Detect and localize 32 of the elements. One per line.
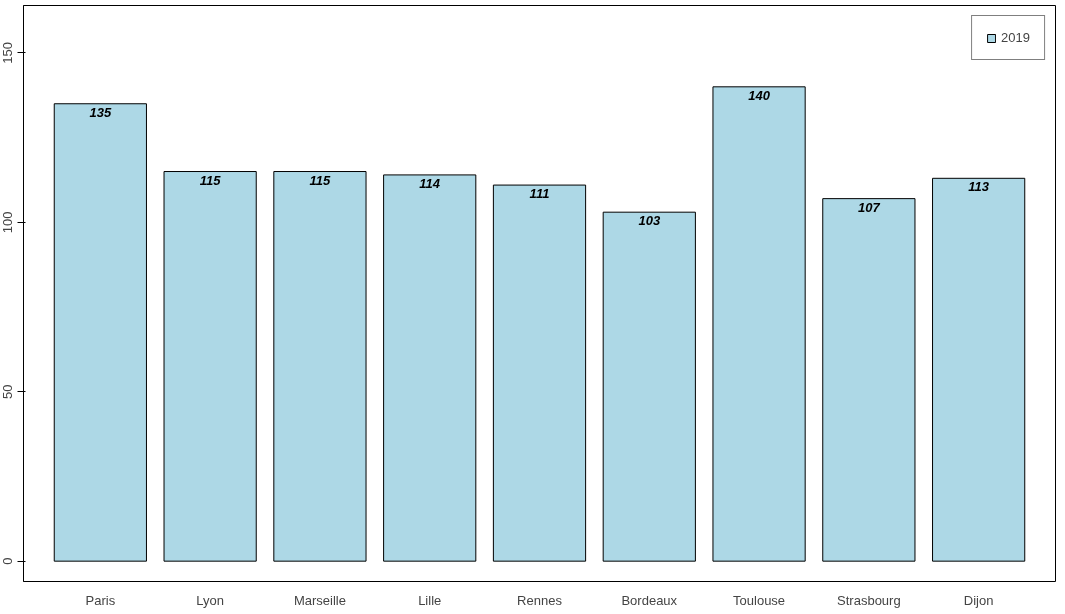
bar [383, 174, 477, 562]
x-tick-label: Toulouse [733, 592, 786, 608]
x-tick-label: Strasbourg [837, 592, 901, 608]
y-tick-label: 150 [0, 42, 16, 64]
data-label: 103 [638, 213, 661, 229]
data-label: 111 [529, 186, 550, 202]
y-tick-label: 100 [0, 211, 16, 234]
x-tick-label: Lille [418, 592, 442, 608]
data-label: 107 [858, 199, 881, 215]
x-tick-label: Lyon [196, 592, 224, 608]
bar [273, 171, 367, 562]
bar [492, 184, 587, 562]
bar [163, 171, 257, 562]
data-label: 115 [199, 172, 222, 188]
bar [822, 198, 916, 562]
bar [932, 177, 1026, 562]
x-tick-label: Rennes [517, 592, 563, 608]
x-tick-label: Bordeaux [621, 592, 678, 608]
legend-label: 2019 [1001, 30, 1030, 45]
data-label: 140 [748, 87, 771, 103]
y-tick-label: 0 [0, 557, 16, 565]
x-tick-label: Dijon [963, 592, 994, 608]
bar [712, 86, 806, 562]
data-label: 114 [419, 175, 441, 191]
x-tick-label: Marseille [293, 592, 346, 608]
data-label: 113 [968, 179, 990, 195]
data-label: 135 [89, 104, 112, 120]
bar [53, 103, 147, 562]
bar [602, 211, 696, 562]
y-tick-label: 50 [0, 384, 16, 399]
x-tick-label: Paris [85, 592, 116, 608]
data-label: 115 [309, 172, 332, 188]
